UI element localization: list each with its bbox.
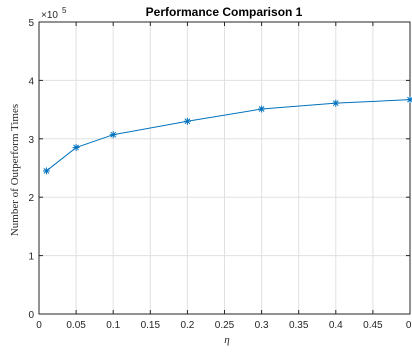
x-tick-label: 0.05 bbox=[66, 320, 86, 331]
x-tick-label: 0.2 bbox=[180, 320, 194, 331]
y-tick-label: 4 bbox=[28, 76, 34, 87]
x-tick-label: 0.4 bbox=[329, 320, 343, 331]
tick-labels: 0 0.05 0.1 0.15 0.2 0.25 0.3 0.35 0.4 0.45 0. 0 1 2 3 4… bbox=[28, 18, 412, 331]
x-tick-label: 0.15 bbox=[141, 320, 161, 331]
data-point-marker bbox=[183, 117, 191, 125]
x-tick-label: 0.3 bbox=[255, 320, 269, 331]
y-tick-label: 5 bbox=[28, 18, 34, 29]
y-multiplier-label: ×10 bbox=[41, 10, 58, 21]
x-tick-label: 0.1 bbox=[106, 320, 120, 331]
y-exponent-label: 5 bbox=[62, 6, 67, 15]
x-tick-label: 0.35 bbox=[289, 320, 309, 331]
data-point-marker bbox=[72, 144, 80, 152]
x-tick-label: 0.25 bbox=[215, 320, 235, 331]
x-tick-label: 0 bbox=[36, 320, 42, 331]
axis-ticks bbox=[38, 21, 411, 315]
y-tick-label: 3 bbox=[28, 135, 34, 146]
series-group bbox=[42, 96, 412, 175]
y-tick-label: 0 bbox=[28, 310, 34, 321]
data-point-marker bbox=[109, 131, 117, 139]
x-tick-label: 0. bbox=[406, 320, 412, 331]
chart-title: Performance Comparison 1 bbox=[146, 5, 303, 19]
data-point-marker bbox=[258, 105, 266, 113]
y-tick-label: 1 bbox=[28, 252, 34, 263]
x-axis-label: η bbox=[224, 334, 229, 346]
y-tick-label: 2 bbox=[28, 193, 34, 204]
y-axis-label: Number of Outperform Times bbox=[9, 104, 21, 236]
data-point-marker bbox=[332, 99, 340, 107]
x-tick-label: 0.45 bbox=[363, 320, 383, 331]
data-point-marker bbox=[42, 167, 50, 175]
